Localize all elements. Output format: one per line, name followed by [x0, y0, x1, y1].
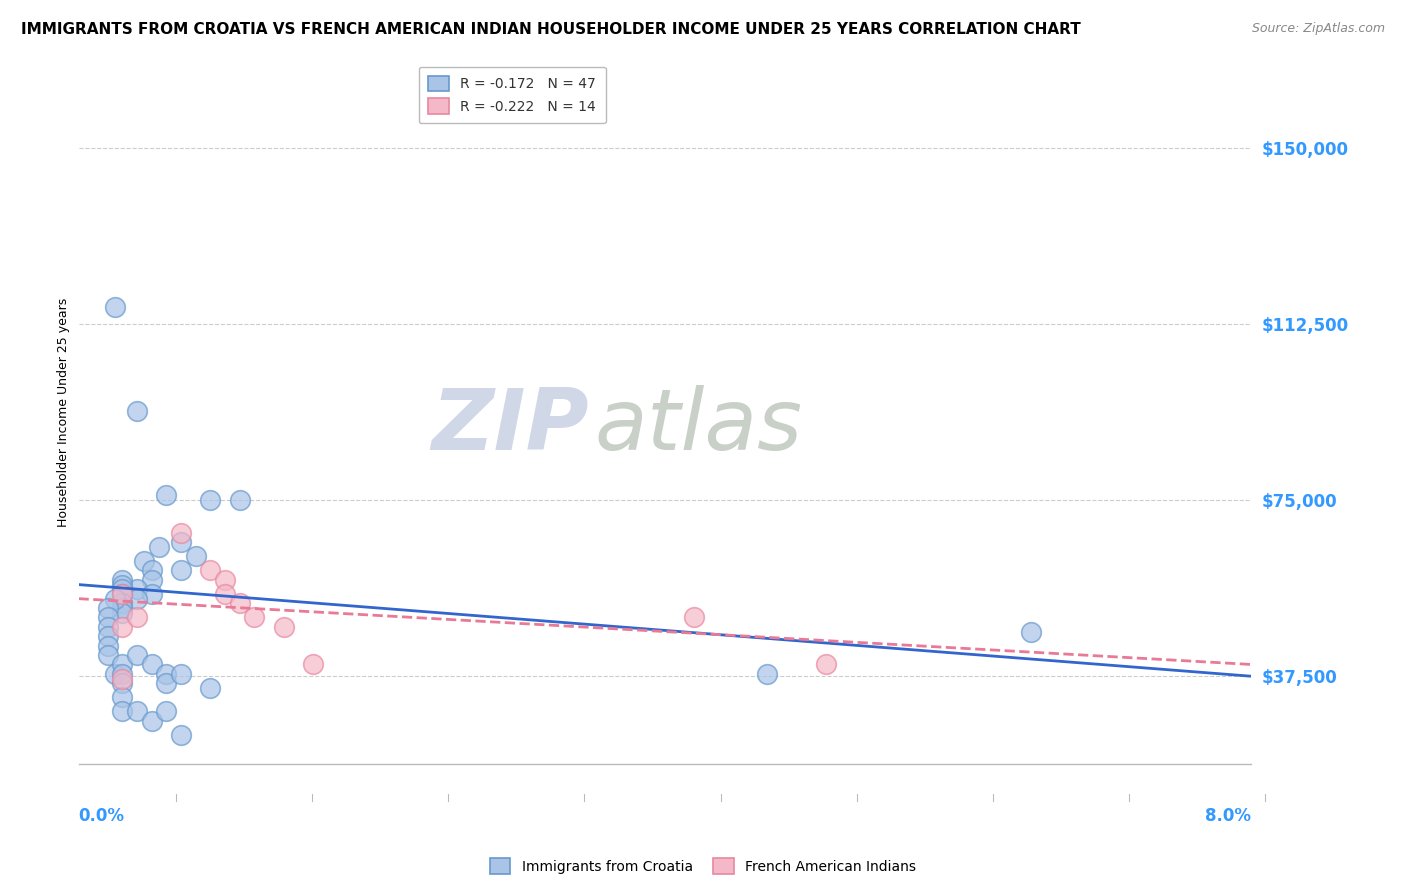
Point — [127, 591, 149, 606]
Point — [155, 676, 177, 690]
Point — [111, 620, 134, 634]
Point — [302, 657, 325, 672]
Point — [155, 488, 177, 502]
Point — [104, 591, 127, 606]
Point — [134, 554, 156, 568]
Point — [155, 666, 177, 681]
Point — [200, 564, 222, 578]
Point — [97, 620, 120, 634]
Point — [111, 601, 134, 615]
Point — [148, 540, 170, 554]
Point — [184, 549, 207, 564]
Point — [141, 564, 163, 578]
Point — [104, 301, 127, 315]
Point — [141, 587, 163, 601]
Point — [170, 535, 193, 549]
Point — [111, 705, 134, 719]
Point — [111, 596, 134, 610]
Point — [111, 657, 134, 672]
Point — [111, 587, 134, 601]
Point — [200, 681, 222, 695]
Legend: R = -0.172   N = 47, R = -0.222   N = 14: R = -0.172 N = 47, R = -0.222 N = 14 — [419, 67, 606, 123]
Point — [111, 666, 134, 681]
Point — [228, 493, 250, 508]
Text: IMMIGRANTS FROM CROATIA VS FRENCH AMERICAN INDIAN HOUSEHOLDER INCOME UNDER 25 YE: IMMIGRANTS FROM CROATIA VS FRENCH AMERIC… — [21, 22, 1081, 37]
Point — [111, 587, 134, 601]
Point — [141, 573, 163, 587]
Point — [97, 601, 120, 615]
Point — [127, 582, 149, 597]
Text: Source: ZipAtlas.com: Source: ZipAtlas.com — [1251, 22, 1385, 36]
Point — [170, 666, 193, 681]
Point — [97, 610, 120, 624]
Y-axis label: Householder Income Under 25 years: Householder Income Under 25 years — [58, 297, 70, 526]
Point — [111, 606, 134, 620]
Point — [141, 714, 163, 728]
Point — [111, 676, 134, 690]
Point — [170, 728, 193, 742]
Point — [682, 610, 704, 624]
Text: atlas: atlas — [595, 384, 803, 467]
Point — [111, 672, 134, 686]
Point — [111, 577, 134, 591]
Point — [170, 564, 193, 578]
Point — [200, 493, 222, 508]
Point — [127, 705, 149, 719]
Point — [214, 587, 236, 601]
Point — [111, 690, 134, 705]
Point — [127, 648, 149, 662]
Point — [97, 639, 120, 653]
Text: ZIP: ZIP — [430, 384, 588, 467]
Point — [127, 610, 149, 624]
Point — [756, 666, 779, 681]
Text: 0.0%: 0.0% — [79, 806, 125, 824]
Point — [170, 525, 193, 540]
Point — [273, 620, 295, 634]
Text: 8.0%: 8.0% — [1205, 806, 1250, 824]
Legend: Immigrants from Croatia, French American Indians: Immigrants from Croatia, French American… — [482, 852, 924, 880]
Point — [111, 573, 134, 587]
Point — [111, 582, 134, 597]
Point — [97, 648, 120, 662]
Point — [243, 610, 266, 624]
Point — [814, 657, 837, 672]
Point — [214, 573, 236, 587]
Point — [127, 403, 149, 417]
Point — [141, 657, 163, 672]
Point — [155, 705, 177, 719]
Point — [1019, 624, 1042, 639]
Point — [228, 596, 250, 610]
Point — [104, 666, 127, 681]
Point — [97, 629, 120, 643]
